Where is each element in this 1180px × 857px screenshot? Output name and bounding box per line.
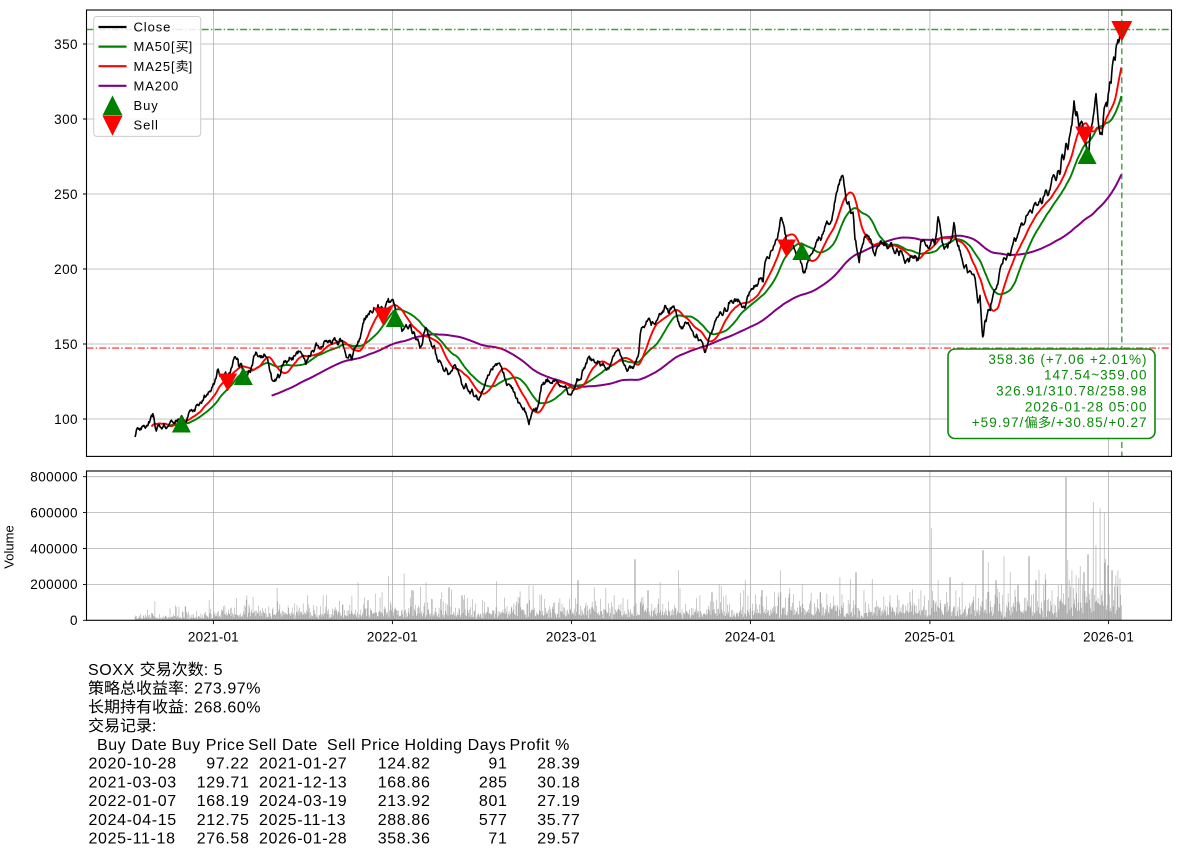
svg-text:350: 350: [54, 37, 78, 52]
svg-text:2022-01: 2022-01: [367, 630, 418, 645]
svg-text:2021-03-03: 2021-03-03: [89, 774, 177, 791]
svg-text:91: 91: [488, 756, 507, 773]
svg-text:358.36 (+7.06 +2.01%): 358.36 (+7.06 +2.01%): [988, 352, 1147, 367]
svg-text:: 273.97%: : 273.97%: [184, 681, 261, 698]
svg-text:]: ]: [189, 39, 194, 54]
svg-text:2022-01-07: 2022-01-07: [89, 793, 177, 810]
svg-text:2024-04-15: 2024-04-15: [89, 812, 177, 829]
svg-text:147.54~359.00: 147.54~359.00: [1044, 368, 1147, 383]
svg-text:124.82: 124.82: [378, 756, 431, 773]
svg-text:2021-01-27: 2021-01-27: [259, 756, 347, 773]
svg-text:168.19: 168.19: [197, 793, 250, 810]
svg-text:71: 71: [488, 831, 507, 848]
svg-text:Buy: Buy: [134, 98, 159, 113]
svg-text:276.58: 276.58: [197, 831, 250, 848]
svg-text:2024-01: 2024-01: [725, 630, 776, 645]
svg-text:27.19: 27.19: [537, 793, 580, 810]
svg-text:MA25[: MA25[: [134, 59, 176, 74]
svg-text:MA200: MA200: [134, 78, 180, 93]
svg-text:Holding Days: Holding Days: [405, 737, 507, 754]
svg-text:Buy Price: Buy Price: [172, 737, 245, 754]
svg-text:200000: 200000: [30, 577, 78, 592]
svg-text:400000: 400000: [30, 541, 78, 556]
svg-text:Volume: Volume: [2, 525, 17, 568]
svg-text:801: 801: [479, 793, 508, 810]
svg-text:2021-01: 2021-01: [188, 630, 239, 645]
svg-text:358.36: 358.36: [378, 831, 431, 848]
svg-text:2020-10-28: 2020-10-28: [89, 756, 177, 773]
svg-text::: :: [152, 718, 157, 735]
svg-text:: 268.60%: : 268.60%: [184, 699, 261, 716]
svg-text:600000: 600000: [30, 505, 78, 520]
svg-text:285: 285: [479, 774, 508, 791]
svg-text:]: ]: [189, 59, 194, 74]
svg-text:29.57: 29.57: [537, 831, 580, 848]
svg-text:0: 0: [70, 613, 78, 628]
svg-text:577: 577: [479, 812, 508, 829]
svg-text:150: 150: [54, 337, 78, 352]
svg-text:Profit %: Profit %: [510, 737, 570, 754]
svg-text:Sell Price: Sell Price: [327, 737, 400, 754]
svg-text:97.22: 97.22: [206, 756, 249, 773]
svg-text:250: 250: [54, 187, 78, 202]
svg-text:Buy Date: Buy Date: [97, 737, 167, 754]
svg-text:2025-11-18: 2025-11-18: [89, 831, 176, 848]
svg-text:100: 100: [54, 412, 78, 427]
svg-text:288.86: 288.86: [378, 812, 431, 829]
svg-text:/+30.85/+0.27: /+30.85/+0.27: [1051, 415, 1147, 430]
svg-text:+59.97/: +59.97/: [972, 415, 1024, 430]
svg-text:: 5: : 5: [204, 662, 223, 679]
svg-text:Sell Date: Sell Date: [248, 737, 318, 754]
svg-text:2023-01: 2023-01: [546, 630, 597, 645]
svg-text:MA50[: MA50[: [134, 39, 176, 54]
svg-text:SOXX: SOXX: [88, 662, 140, 679]
svg-text:300: 300: [54, 112, 78, 127]
svg-text:30.18: 30.18: [537, 774, 580, 791]
svg-text:800000: 800000: [30, 470, 78, 485]
svg-text:213.92: 213.92: [378, 793, 431, 810]
svg-text:326.91/310.78/258.98: 326.91/310.78/258.98: [996, 384, 1147, 399]
svg-text:168.86: 168.86: [378, 774, 431, 791]
svg-text:2025-01: 2025-01: [904, 630, 955, 645]
svg-text:2021-12-13: 2021-12-13: [259, 774, 347, 791]
svg-text:35.77: 35.77: [537, 812, 580, 829]
svg-text:2026-01: 2026-01: [1083, 630, 1134, 645]
svg-text:2025-11-13: 2025-11-13: [259, 812, 346, 829]
svg-text:Close: Close: [134, 20, 172, 35]
svg-text:2026-01-28 05:00: 2026-01-28 05:00: [1025, 399, 1148, 414]
svg-text:28.39: 28.39: [537, 756, 580, 773]
svg-text:129.71: 129.71: [197, 774, 250, 791]
svg-text:Sell: Sell: [134, 118, 159, 133]
svg-text:212.75: 212.75: [197, 812, 250, 829]
svg-text:200: 200: [54, 262, 78, 277]
svg-text:2026-01-28: 2026-01-28: [259, 831, 347, 848]
svg-text:2024-03-19: 2024-03-19: [259, 793, 347, 810]
